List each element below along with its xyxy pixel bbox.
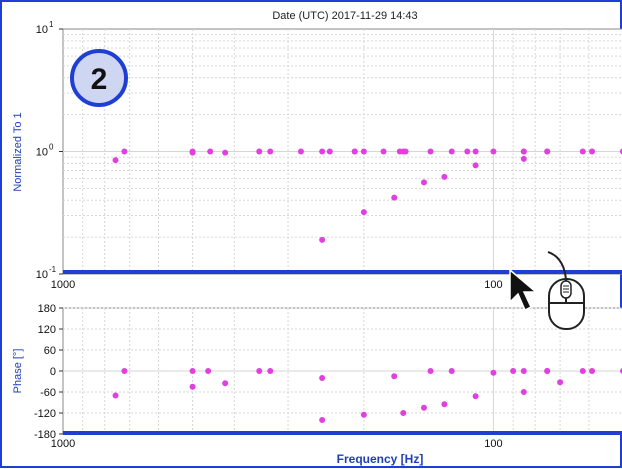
data-point (205, 368, 212, 374)
x-tick-label: 1000 (51, 279, 75, 291)
data-point (189, 368, 196, 374)
data-point (589, 148, 596, 155)
data-point (472, 393, 479, 400)
data-point (297, 148, 304, 155)
data-point (441, 173, 448, 180)
data-point (427, 368, 434, 374)
date-header: Date (UTC) 2017-11-29 14:43 (272, 10, 417, 22)
y-tick-exponent: -1 (49, 265, 57, 274)
y-tick-label: 60 (44, 345, 56, 357)
y-tick-label: -60 (40, 387, 56, 399)
top-y-axis-label: Normalized To 1 (12, 112, 24, 191)
data-point (189, 148, 196, 155)
data-point (396, 148, 403, 155)
data-point (319, 375, 326, 381)
y-tick-label: -120 (34, 408, 56, 420)
data-point (391, 373, 398, 380)
data-point (267, 368, 274, 374)
top-points (112, 148, 622, 243)
y-tick-label: 120 (38, 324, 56, 336)
data-point (557, 379, 564, 386)
x-axis-label: Frequency [Hz] (337, 452, 424, 466)
bottom-baseline-band (63, 431, 622, 435)
data-point (380, 148, 387, 155)
data-point (520, 148, 527, 155)
data-point (267, 148, 274, 155)
data-point (256, 148, 263, 155)
data-point (121, 148, 128, 155)
data-point (544, 368, 551, 374)
data-point (579, 148, 586, 155)
data-point (420, 179, 427, 186)
bottom-points (112, 368, 622, 423)
data-point (490, 148, 497, 155)
data-point (326, 148, 333, 155)
data-point (420, 404, 427, 411)
data-point (464, 148, 471, 155)
bottom-y-axis-label: Phase [°] (12, 349, 24, 394)
data-point (391, 194, 398, 201)
data-point (448, 368, 455, 374)
data-point (544, 148, 551, 155)
data-point (319, 417, 326, 423)
top-baseline-band (63, 270, 622, 274)
data-point (222, 149, 229, 156)
y-tick-label: 10 (36, 147, 48, 159)
data-point (490, 369, 497, 376)
data-point (448, 148, 455, 155)
data-point (472, 148, 479, 155)
y-tick-label: 10 (36, 269, 48, 281)
data-point (402, 148, 409, 155)
y-tick-label: 180 (38, 303, 56, 315)
data-point (441, 401, 448, 408)
data-point (360, 148, 367, 155)
data-point (121, 368, 128, 374)
top-grid (63, 29, 622, 274)
data-point (400, 410, 407, 416)
data-point (520, 155, 527, 162)
mouse-pointer-icon (509, 268, 539, 312)
data-point (520, 368, 527, 374)
y-tick-exponent: 1 (49, 20, 54, 29)
y-tick-label: 0 (50, 366, 56, 378)
step-badge: 2 (70, 49, 128, 107)
data-point (510, 368, 517, 374)
y-tick-exponent: 0 (49, 143, 54, 152)
x-tick-label: 100 (484, 438, 502, 450)
data-point (112, 392, 119, 399)
data-point (319, 236, 326, 243)
data-point (579, 368, 586, 374)
data-point (319, 148, 326, 155)
data-point (256, 368, 263, 374)
data-point (520, 389, 527, 395)
data-point (222, 380, 229, 387)
step-badge-label: 2 (91, 63, 108, 96)
data-point (112, 157, 119, 164)
data-point (351, 148, 358, 155)
y-tick-label: 10 (36, 24, 48, 36)
data-point (427, 148, 434, 155)
data-point (472, 162, 479, 169)
mouse-scroll-icon (547, 251, 585, 330)
data-point (589, 368, 596, 374)
data-point (207, 148, 214, 155)
data-point (189, 383, 196, 390)
x-tick-label: 100 (484, 279, 502, 291)
data-point (360, 411, 367, 418)
x-tick-label: 1000 (51, 438, 75, 450)
data-point (360, 209, 367, 216)
y-tick-label: -180 (34, 429, 56, 441)
